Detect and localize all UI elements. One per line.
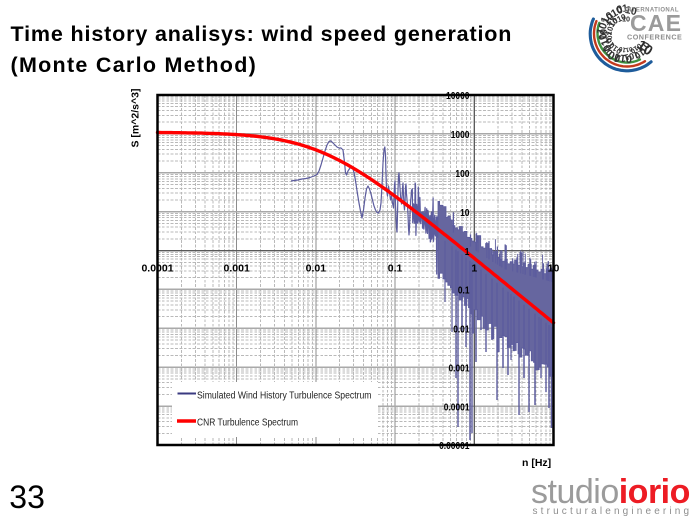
svg-text:CONFERENCE: CONFERENCE [627, 33, 682, 42]
svg-text:10: 10 [624, 4, 638, 18]
svg-text:10000: 10000 [446, 91, 470, 102]
svg-text:01: 01 [616, 3, 629, 16]
svg-text:10: 10 [603, 36, 616, 49]
svg-text:S [m^2/s^3]: S [m^2/s^3] [130, 89, 142, 148]
svg-text:0.1: 0.1 [388, 263, 403, 275]
svg-text:0.0001: 0.0001 [444, 402, 470, 413]
svg-text:CAE: CAE [630, 10, 682, 36]
svg-text:101: 101 [604, 21, 617, 37]
svg-text:10: 10 [633, 47, 647, 61]
svg-text:INTERNATIONAL: INTERNATIONAL [625, 8, 679, 14]
svg-text:010: 010 [614, 51, 633, 65]
svg-text:1: 1 [471, 263, 477, 275]
svg-text:10: 10 [548, 263, 560, 275]
svg-text:0.1: 0.1 [458, 286, 470, 297]
svg-text:10: 10 [598, 28, 609, 40]
svg-text:0.0001: 0.0001 [141, 263, 173, 275]
svg-text:10: 10 [622, 14, 630, 23]
svg-text:1: 1 [465, 247, 470, 258]
svg-text:n [Hz]: n [Hz] [522, 457, 551, 469]
svg-text:101: 101 [595, 15, 613, 37]
svg-text:1000: 1000 [451, 130, 470, 141]
svg-text:10: 10 [606, 48, 623, 65]
svg-text:0.00001: 0.00001 [439, 441, 470, 452]
svg-text:CNR Turbulence Spectrum: CNR Turbulence Spectrum [197, 418, 298, 429]
svg-text:0.01: 0.01 [453, 325, 470, 336]
svg-text:01: 01 [624, 45, 633, 53]
svg-text:01: 01 [606, 31, 614, 39]
svg-text:0.001: 0.001 [449, 363, 470, 374]
svg-text:101: 101 [623, 50, 640, 63]
svg-text:0.001: 0.001 [224, 263, 250, 275]
svg-text:Simulated Wind History Turbule: Simulated Wind History Turbulence Spectr… [197, 391, 372, 402]
svg-text:10: 10 [460, 208, 470, 219]
svg-text:10: 10 [618, 45, 627, 54]
svg-text:100: 100 [455, 169, 469, 180]
svg-text:0.01: 0.01 [306, 263, 327, 275]
